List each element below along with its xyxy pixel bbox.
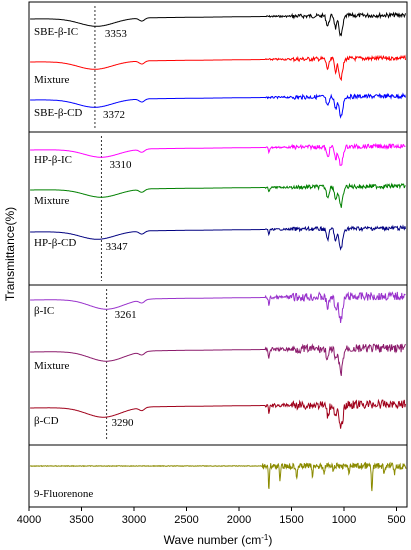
x-axis: 4000 3500 3000 2500 2000 1500 1000 500 bbox=[17, 507, 406, 526]
peak-label: 3261 bbox=[115, 309, 137, 321]
series-label: Mixture bbox=[34, 195, 70, 207]
series-line bbox=[30, 54, 406, 82]
series-label: 9-Fluorenone bbox=[34, 488, 93, 500]
series-line bbox=[30, 92, 406, 119]
peak-label: 3347 bbox=[106, 241, 129, 253]
panel-4: 9-Fluorenone bbox=[29, 444, 407, 500]
x-tick-label: 3500 bbox=[69, 514, 93, 526]
series-label: β-IC bbox=[34, 305, 54, 317]
peak-label: 3372 bbox=[103, 109, 125, 121]
panel-3: β-IC 3261 Mixture β-CD 3290 bbox=[29, 284, 407, 441]
panel-2: HP-β-IC 3310 Mixture HP-β-CD 3347 bbox=[29, 131, 407, 281]
x-tick-label: 3000 bbox=[122, 514, 146, 526]
series-label: SBE-β-CD bbox=[34, 107, 82, 119]
panel-1: SBE-β-IC 3353 Mixture SBE-β-CD 3372 bbox=[30, 6, 406, 128]
series-label: HP-β-CD bbox=[34, 237, 76, 249]
series-line bbox=[30, 224, 406, 251]
x-tick-label: 2500 bbox=[174, 514, 198, 526]
series-line bbox=[29, 461, 407, 492]
series-line bbox=[30, 142, 406, 166]
series-label: HP-β-IC bbox=[34, 154, 72, 166]
peak-label: 3353 bbox=[105, 28, 128, 40]
series-label: Mixture bbox=[34, 360, 70, 372]
series-line bbox=[30, 398, 406, 429]
series-label: β-CD bbox=[34, 415, 59, 427]
x-tick-label: 4000 bbox=[17, 514, 41, 526]
spectra-panels: SBE-β-IC 3353 Mixture SBE-β-CD 3372 HP-β-IC 33… bbox=[29, 6, 407, 500]
series-line bbox=[30, 11, 406, 37]
series-line bbox=[30, 182, 406, 208]
peak-label: 3290 bbox=[112, 417, 135, 429]
series-label: SBE-β-IC bbox=[34, 26, 78, 38]
peak-label: 3310 bbox=[109, 159, 132, 171]
x-tick-label: 1000 bbox=[332, 514, 356, 526]
x-axis-title: Wave number (cm-1) bbox=[164, 533, 273, 547]
series-line bbox=[30, 343, 406, 377]
y-axis-title: Transmittance(%) bbox=[3, 207, 17, 301]
series-line bbox=[30, 291, 406, 324]
plot-frame bbox=[28, 1, 408, 508]
x-tick-label: 1500 bbox=[279, 514, 303, 526]
x-tick-label: 500 bbox=[387, 514, 405, 526]
x-tick-label: 2000 bbox=[227, 514, 251, 526]
series-label: Mixture bbox=[34, 74, 70, 86]
